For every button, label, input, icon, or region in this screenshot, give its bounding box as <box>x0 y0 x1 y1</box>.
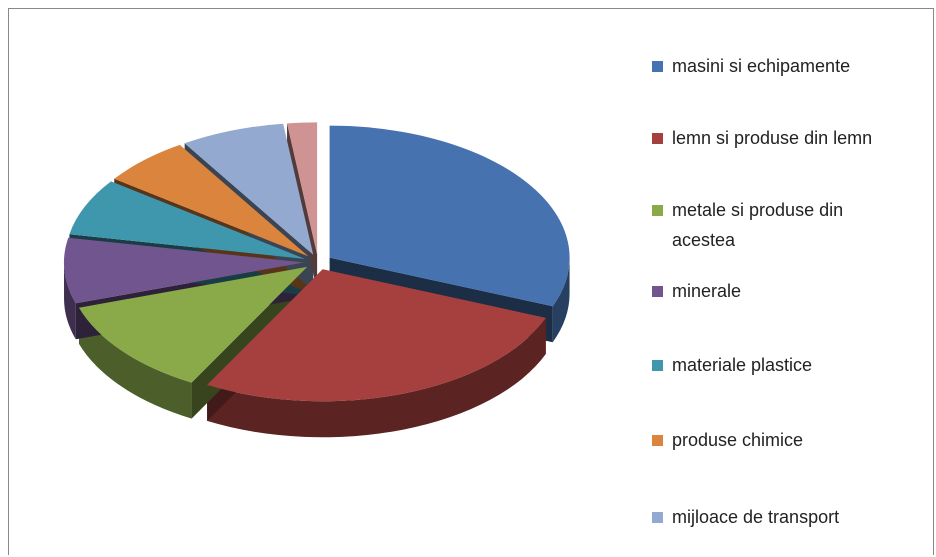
legend-item: metale si produse din acestea <box>652 195 892 255</box>
slice-side <box>64 262 76 340</box>
legend-swatch <box>652 286 663 297</box>
legend-item: masini si echipamente <box>652 51 892 81</box>
legend-label: lemn si produse din lemn <box>672 128 873 148</box>
slice-side <box>78 307 192 419</box>
legend-label: mijloace de transport <box>672 507 840 527</box>
legend-swatch <box>652 512 663 523</box>
slice <box>114 144 309 257</box>
legend-item: lemn si produse din lemn <box>652 123 892 153</box>
legend-label: produse chimice <box>672 430 804 450</box>
legend-swatch <box>652 61 663 72</box>
slice <box>64 237 305 304</box>
legend-item: minerale <box>652 276 892 306</box>
legend-swatch <box>652 360 663 371</box>
legend-label: materiale plastice <box>672 355 813 375</box>
slice <box>207 269 546 402</box>
slice <box>184 123 314 255</box>
slice-side <box>552 257 570 343</box>
legend-item: mijloace de transport <box>652 502 892 532</box>
legend-label: minerale <box>672 281 742 301</box>
slice <box>69 181 306 259</box>
slice <box>78 266 308 383</box>
legend-item: produse chimice <box>652 425 892 455</box>
legend-swatch <box>652 205 663 216</box>
slice <box>287 122 318 255</box>
slice-side <box>207 317 546 438</box>
legend-item: materiale plastice <box>652 350 892 380</box>
legend-label: masini si echipamente <box>672 56 851 76</box>
legend-label: metale si produse din acestea <box>672 200 844 250</box>
legend-swatch <box>652 133 663 144</box>
legend-swatch <box>652 435 663 446</box>
slice <box>329 125 570 307</box>
